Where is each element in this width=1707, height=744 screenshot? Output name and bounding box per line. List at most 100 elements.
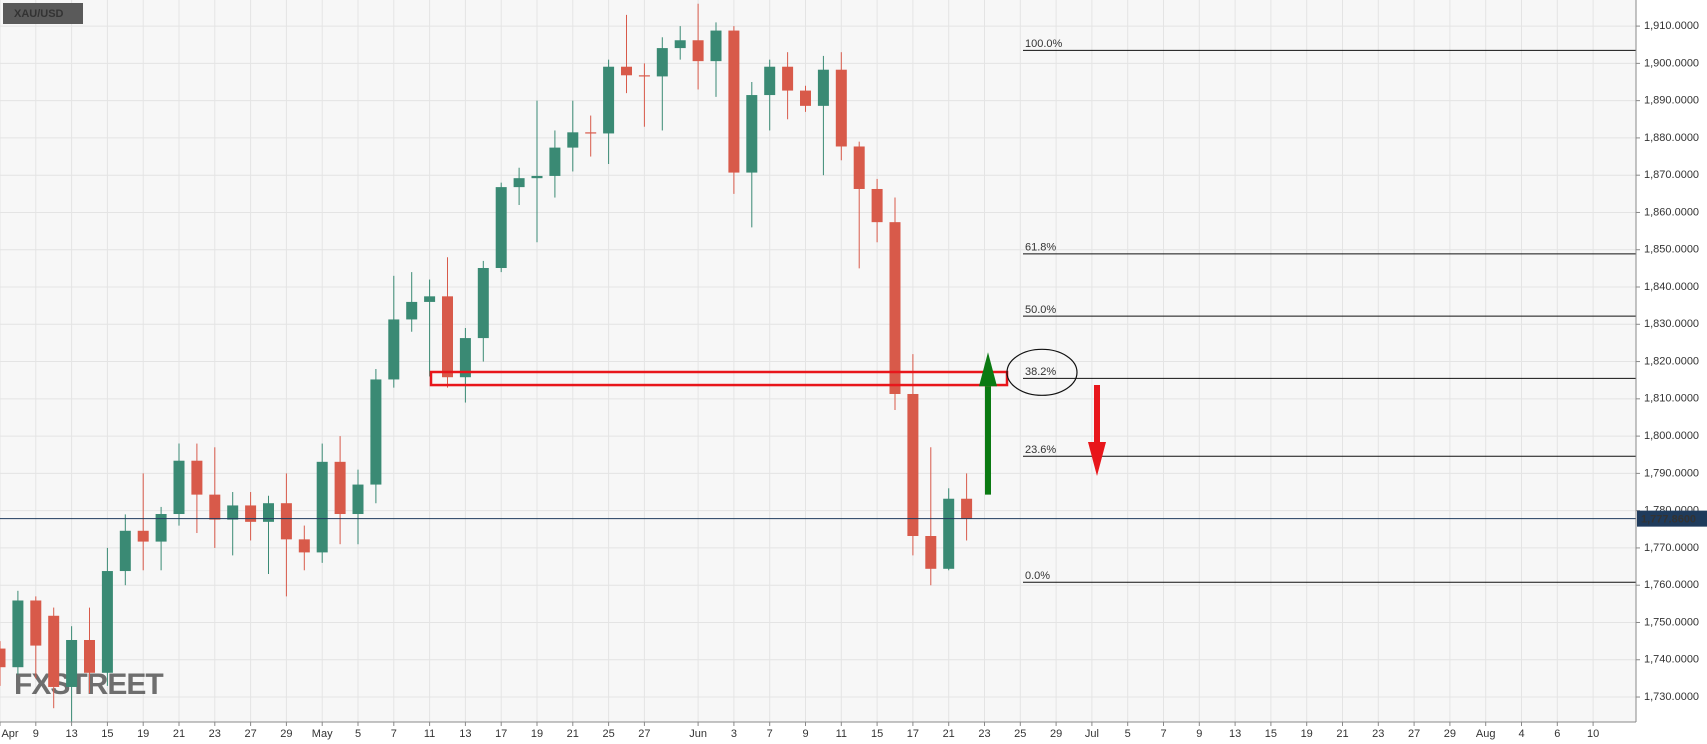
candle-body (907, 393, 919, 537)
candle-body (30, 600, 42, 646)
x-tick-label: 21 (173, 728, 185, 740)
candle-body (728, 30, 740, 173)
x-tick-label: 13 (459, 728, 471, 740)
candle-body (191, 460, 203, 495)
y-tick-label: 1,900.0000 (1644, 57, 1699, 69)
candle-body (173, 460, 185, 515)
candle-body (298, 539, 310, 553)
x-tick-label: 13 (65, 728, 77, 740)
plot-background (0, 0, 1636, 722)
x-tick-label: Aug (1476, 728, 1496, 740)
x-tick-label: 17 (495, 728, 507, 740)
x-tick-label: 15 (871, 728, 883, 740)
x-tick-label: 29 (1444, 728, 1456, 740)
symbol-label: XAU/USD (14, 8, 64, 20)
y-tick-label: 1,730.0000 (1644, 691, 1699, 703)
arrow-head (1088, 441, 1106, 476)
y-tick-label: 1,840.0000 (1644, 281, 1699, 293)
x-tick-label: Jul (1085, 728, 1099, 740)
highlight-zone (429, 370, 1009, 387)
x-tick-label: 27 (638, 728, 650, 740)
candle-body (638, 75, 650, 77)
highlight-ellipse (1006, 348, 1078, 396)
last-price-label: 1,777.8600 (1641, 514, 1696, 526)
candle-body (66, 639, 78, 687)
candle-body (603, 66, 615, 134)
y-tick-label: 1,770.0000 (1644, 542, 1699, 554)
x-tick-label: 4 (1518, 728, 1524, 740)
y-tick-label: 1,790.0000 (1644, 467, 1699, 479)
candle-body (84, 639, 95, 673)
x-tick-label: 15 (101, 728, 113, 740)
candle-body (782, 66, 794, 91)
fib-label: 38.2% (1025, 366, 1056, 378)
x-tick-label: 23 (209, 728, 221, 740)
y-tick-label: 1,820.0000 (1644, 355, 1699, 367)
candle-body (316, 461, 328, 553)
candle-body (263, 503, 274, 522)
candle-body (495, 187, 507, 269)
x-tick-label: 5 (1125, 728, 1131, 740)
x-tick-label: 21 (1336, 728, 1348, 740)
y-tick-label: 1,850.0000 (1644, 244, 1699, 256)
candle-body (656, 48, 668, 77)
x-tick-label: 9 (802, 728, 808, 740)
x-tick-label: 5 (355, 728, 361, 740)
x-tick-label: 7 (391, 728, 397, 740)
candle-body (352, 484, 364, 515)
candle-body (119, 530, 131, 572)
y-tick-label: 1,760.0000 (1644, 579, 1699, 591)
candle-body (746, 95, 758, 173)
candle-body (674, 40, 686, 49)
candle-body (12, 600, 24, 668)
x-tick-label: 19 (137, 728, 149, 740)
candle-body (0, 648, 6, 668)
candle-body (835, 69, 847, 147)
x-tick-label: 21 (943, 728, 955, 740)
candle-body (280, 503, 292, 540)
x-tick-label: 21 (567, 728, 579, 740)
x-tick-label: 23 (1372, 728, 1384, 740)
y-tick-label: 1,750.0000 (1644, 616, 1699, 628)
x-tick-label: 7 (767, 728, 773, 740)
x-tick-label: 9 (33, 728, 39, 740)
candle-body (209, 494, 221, 520)
y-tick-label: 1,860.0000 (1644, 206, 1699, 218)
candle-body (889, 222, 901, 394)
candle-body (155, 514, 167, 542)
last-price-box (1637, 510, 1707, 527)
y-tick-label: 1,800.0000 (1644, 430, 1699, 442)
x-tick-label: 27 (1408, 728, 1420, 740)
candle-body (459, 338, 471, 378)
y-tick-label: 1,810.0000 (1644, 393, 1699, 405)
x-tick-label: 27 (244, 728, 256, 740)
candle-body (549, 147, 561, 176)
x-tick-label: 25 (602, 728, 614, 740)
candle-body (800, 90, 811, 106)
x-tick-label: 29 (1050, 728, 1062, 740)
candle-body (101, 571, 113, 673)
y-tick-label: 1,830.0000 (1644, 318, 1699, 330)
symbol-box (3, 3, 83, 24)
candle-body (334, 461, 346, 515)
candle-body (48, 615, 60, 687)
x-tick-label: 6 (1554, 728, 1560, 740)
candle-body (925, 536, 937, 569)
x-tick-label: 19 (531, 728, 543, 740)
x-tick-label: 11 (424, 728, 435, 740)
x-tick-label: 23 (978, 728, 990, 740)
x-tick-label: 11 (836, 728, 847, 740)
x-tick-label: 19 (1301, 728, 1313, 740)
x-tick-label: 17 (907, 728, 919, 740)
fib-label: 23.6% (1025, 444, 1056, 456)
y-tick-label: 1,890.0000 (1644, 95, 1699, 107)
candle-body (621, 66, 632, 76)
candle-body (710, 30, 722, 62)
arrow-head (979, 352, 997, 387)
y-tick-label: 1,910.0000 (1644, 20, 1699, 32)
x-tick-label: 7 (1160, 728, 1166, 740)
candle-body (692, 40, 704, 62)
y-tick-label: 1,870.0000 (1644, 169, 1699, 181)
x-tick-label: 29 (280, 728, 292, 740)
x-tick-label: 9 (1196, 728, 1202, 740)
